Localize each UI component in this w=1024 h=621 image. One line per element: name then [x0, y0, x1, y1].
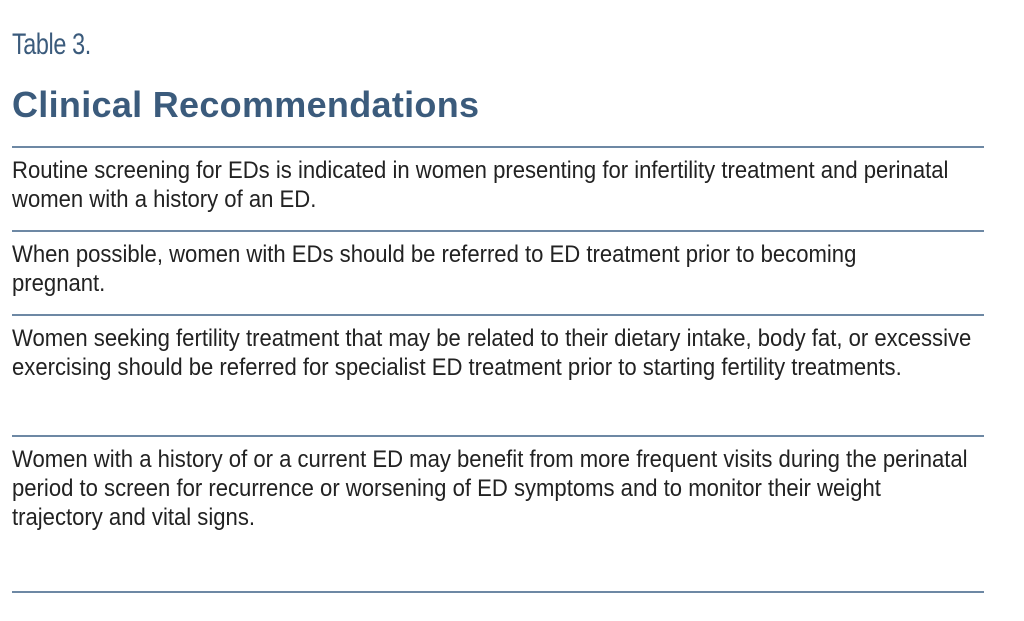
- divider: [12, 230, 984, 232]
- table-title: Clinical Recommendations: [12, 84, 480, 125]
- divider: [12, 435, 984, 437]
- table-label: Table 3.: [12, 28, 91, 61]
- table-row: When possible, women with EDs should be …: [12, 241, 857, 297]
- divider: [12, 146, 984, 148]
- table-row: Women seeking fertility treatment that m…: [12, 325, 972, 381]
- table-row: Women with a history of or a current ED …: [12, 446, 968, 531]
- table-row: Routine screening for EDs is indicated i…: [12, 157, 949, 213]
- divider: [12, 591, 984, 593]
- divider: [12, 314, 984, 316]
